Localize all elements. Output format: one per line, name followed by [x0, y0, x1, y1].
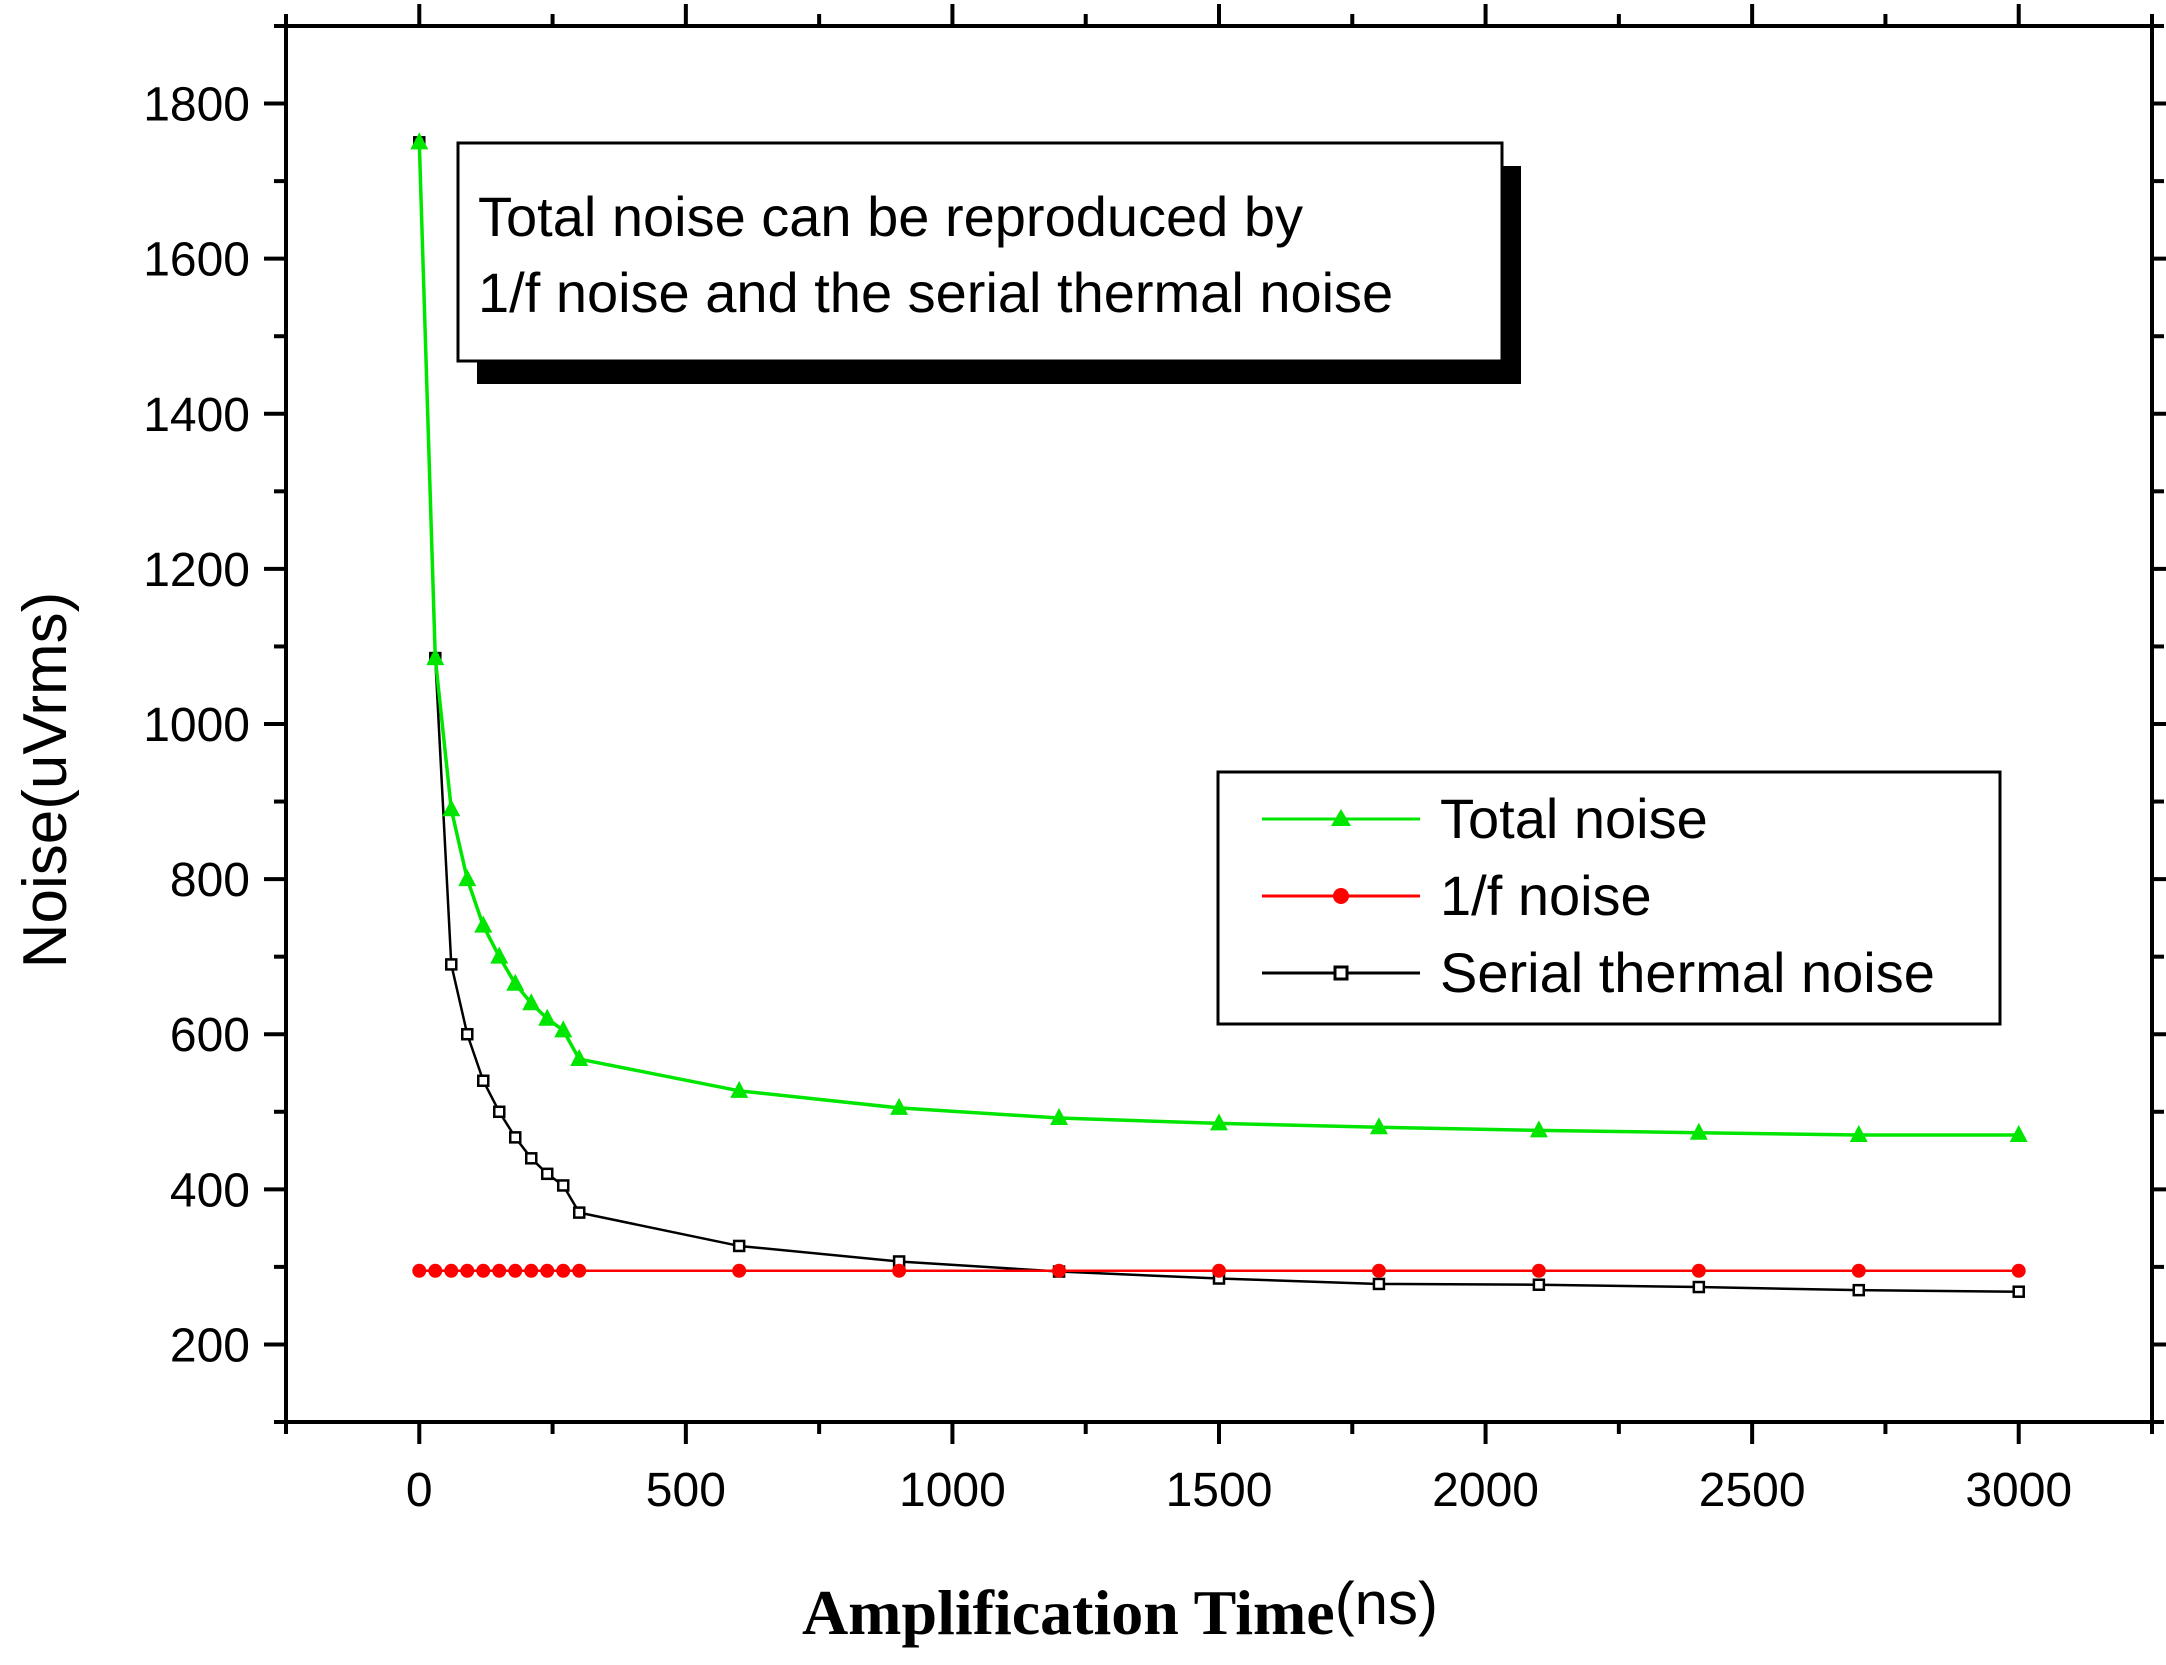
data-point-serial-thermal-noise	[2012, 1285, 2025, 1298]
data-point-1-f-noise	[1691, 1263, 1706, 1278]
legend-entry-serial-thermal-noise: Serial thermal noise	[1262, 941, 1935, 1004]
data-point-total-noise	[1849, 1125, 1868, 1143]
legend-entry-1f-noise: 1/f noise	[1262, 864, 1652, 927]
x-tick-label: 2500	[1699, 1464, 1806, 1517]
data-point-total-noise	[538, 1008, 557, 1026]
data-point-1-f-noise	[1212, 1263, 1226, 1278]
data-point-1-f-noise	[460, 1263, 475, 1278]
data-point-serial-thermal-noise	[1532, 1278, 1546, 1291]
x-tick-label: 3000	[1965, 1464, 2072, 1517]
legend-label-serial-thermal-noise: Serial thermal noise	[1440, 941, 1935, 1004]
data-point-1-f-noise	[572, 1263, 587, 1278]
x-tick-label: 1000	[899, 1464, 1006, 1517]
annotation-line-1: Total noise can be reproduced by	[478, 185, 1303, 248]
series-line-total-noise	[417, 142, 2019, 1137]
data-point-1-f-noise	[444, 1263, 459, 1278]
x-tick-label: 500	[646, 1464, 726, 1517]
data-point-total-noise	[554, 1020, 573, 1038]
data-point-total-noise	[474, 915, 493, 933]
data-point-total-noise	[410, 132, 429, 150]
data-point-total-noise	[1050, 1107, 1069, 1125]
legend-entry-total-noise: Total noise	[1262, 787, 1708, 850]
data-point-1-f-noise	[1371, 1263, 1386, 1278]
data-point-1-f-noise	[2011, 1263, 2026, 1278]
data-point-1-f-noise	[508, 1263, 523, 1278]
y-tick-label: 600	[170, 1009, 250, 1062]
data-point-total-noise	[890, 1097, 909, 1115]
data-point-total-noise	[730, 1080, 749, 1098]
series-line-serial-thermal-noise	[418, 142, 2019, 1293]
x-axis-label-unit: (ns)	[1335, 1570, 1438, 1637]
data-point-total-noise	[506, 973, 525, 991]
y-tick-label: 1600	[143, 234, 250, 287]
axis-ticks	[264, 4, 2166, 1444]
data-point-total-noise	[426, 648, 445, 666]
data-point-1-f-noise	[476, 1263, 491, 1278]
data-point-1-f-noise	[492, 1263, 507, 1278]
y-axis-label: Noise(uVrms)	[11, 592, 80, 969]
y-tick-label: 1000	[143, 699, 250, 752]
x-tick-label: 2000	[1432, 1464, 1539, 1517]
data-point-serial-thermal-noise	[1372, 1277, 1386, 1291]
annotation-line-2: 1/f noise and the serial thermal noise	[478, 261, 1393, 324]
data-point-1-f-noise	[556, 1263, 571, 1278]
legend-label-1f-noise: 1/f noise	[1440, 864, 1652, 927]
annotation-frame	[456, 141, 1504, 363]
data-point-total-noise	[458, 869, 477, 887]
legend-marker-1f-noise	[1333, 888, 1349, 904]
x-axis-label-main: Amplification Time	[802, 1577, 1335, 1648]
data-point-1-f-noise	[1052, 1263, 1067, 1278]
data-point-total-noise	[2009, 1125, 2028, 1143]
data-point-serial-thermal-noise	[732, 1239, 746, 1253]
data-point-serial-thermal-noise	[509, 1131, 522, 1144]
data-point-total-noise	[1689, 1122, 1708, 1140]
y-tick-label: 800	[170, 854, 250, 907]
data-point-total-noise	[1210, 1113, 1228, 1131]
annotation-box: Total noise can be reproduced by 1/f noi…	[456, 141, 1521, 384]
data-point-total-noise	[570, 1049, 589, 1067]
x-tick-label: 0	[406, 1464, 433, 1517]
legend-marker-total-noise	[1331, 809, 1351, 826]
data-point-serial-thermal-noise	[540, 1167, 554, 1181]
series-layer	[410, 132, 2028, 1298]
data-point-serial-thermal-noise	[1692, 1280, 1706, 1294]
data-point-total-noise	[1529, 1120, 1548, 1138]
legend: Total noise 1/f noise Serial thermal noi…	[1216, 770, 2002, 1026]
x-tick-label: 1500	[1166, 1464, 1273, 1517]
data-point-serial-thermal-noise	[477, 1074, 490, 1088]
data-point-serial-thermal-noise	[493, 1105, 506, 1119]
legend-marker-serial-thermal-noise	[1333, 965, 1349, 981]
legend-label-total-noise: Total noise	[1440, 787, 1708, 850]
data-point-serial-thermal-noise	[461, 1027, 474, 1041]
data-point-serial-thermal-noise	[556, 1179, 570, 1192]
data-point-serial-thermal-noise	[445, 958, 458, 971]
data-point-1-f-noise	[412, 1263, 427, 1278]
data-point-serial-thermal-noise	[1852, 1283, 1866, 1297]
data-point-total-noise	[490, 946, 509, 964]
data-point-1-f-noise	[428, 1263, 443, 1278]
data-point-serial-thermal-noise	[572, 1206, 586, 1219]
data-point-serial-thermal-noise	[524, 1152, 538, 1165]
data-point-1-f-noise	[524, 1263, 539, 1278]
y-tick-label: 1200	[143, 544, 250, 597]
data-point-1-f-noise	[1531, 1263, 1546, 1278]
x-axis-label: Amplification Time(ns)	[802, 1570, 1438, 1648]
data-point-total-noise	[522, 993, 541, 1011]
y-tick-label: 200	[170, 1319, 250, 1372]
data-point-1-f-noise	[1851, 1263, 1866, 1278]
data-point-1-f-noise	[732, 1263, 747, 1278]
data-point-total-noise	[1369, 1117, 1388, 1135]
y-tick-label: 1800	[143, 79, 250, 132]
y-tick-label: 400	[170, 1164, 250, 1217]
data-point-total-noise	[442, 799, 461, 817]
tick-labels: 0 500 1000 1500 2000 2500 3000 200 400 600 800 1000…	[143, 79, 2072, 1517]
data-point-1-f-noise	[540, 1263, 555, 1278]
y-tick-label: 1400	[143, 389, 250, 442]
data-point-1-f-noise	[892, 1263, 907, 1278]
